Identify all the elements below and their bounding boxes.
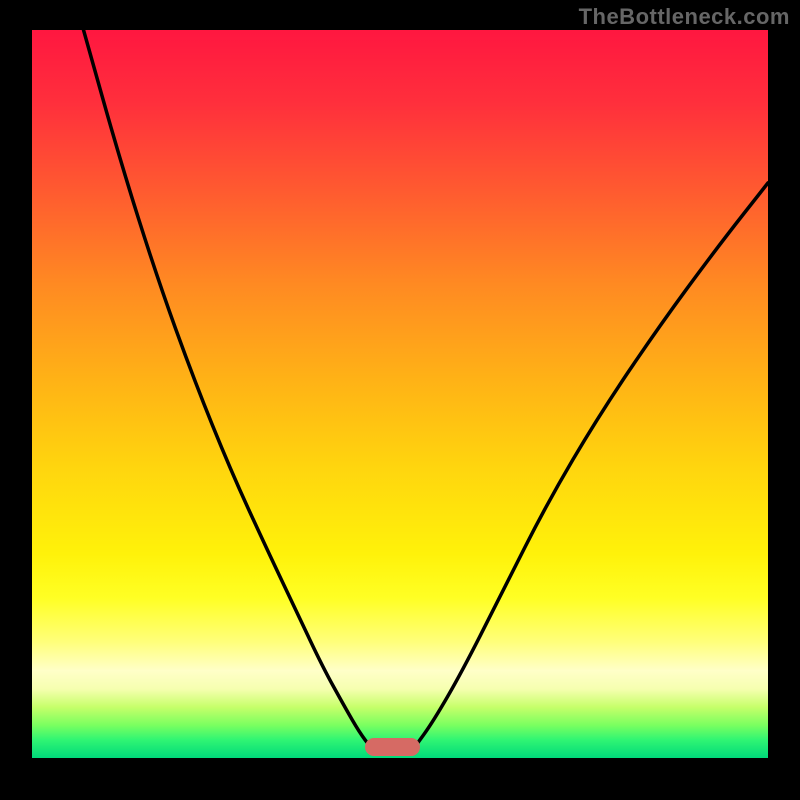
plot-area [32,30,768,758]
optimal-marker [365,738,420,755]
watermark-text: TheBottleneck.com [579,4,790,30]
left-curve [84,30,371,747]
plot-frame [10,28,790,788]
curve-layer [32,30,768,758]
right-curve [415,183,768,747]
